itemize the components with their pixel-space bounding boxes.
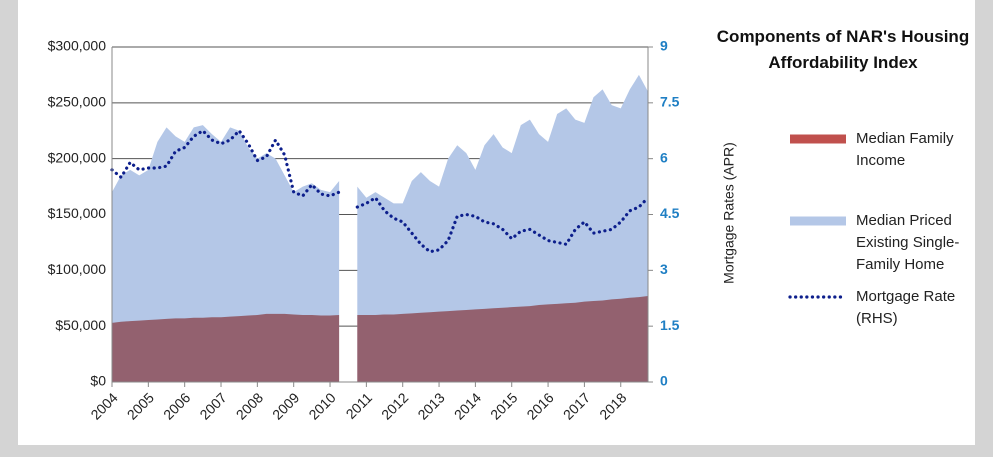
- y-tick-label: $50,000: [55, 317, 106, 333]
- x-tick-label: 2008: [233, 389, 266, 422]
- y-tick-label: $150,000: [48, 205, 107, 221]
- x-tick-label: 2007: [196, 389, 229, 422]
- line: [355, 195, 650, 254]
- legend-label: Median Family Income: [856, 130, 954, 169]
- x-tick-label: 2017: [560, 389, 593, 422]
- y-tick-label: $250,000: [48, 94, 107, 110]
- y-tick-label: $200,000: [48, 149, 107, 165]
- x-tick-label: 2014: [451, 389, 484, 422]
- y2-tick-label: 4.5: [660, 205, 680, 221]
- legend-entry: Median Family Income: [788, 128, 993, 172]
- y-tick-label: $100,000: [48, 261, 107, 277]
- y2-tick-label: 3: [660, 261, 668, 277]
- legend-entry: Median Priced Existing Single-Family Hom…: [788, 210, 993, 276]
- y2-axis-title: Mortgage Rates (APR): [721, 142, 737, 284]
- area: [357, 296, 648, 382]
- y2-tick-label: 6: [660, 149, 668, 165]
- x-tick-label: 2018: [596, 389, 629, 422]
- y-tick-label: $300,000: [48, 38, 107, 54]
- legend-label: Mortgage Rate (RHS): [856, 288, 956, 327]
- legend-swatch: [790, 134, 846, 144]
- legend-entry: Mortgage Rate (RHS): [788, 286, 993, 330]
- legend-label: Median Priced Existing Single-Family Hom…: [856, 212, 960, 273]
- y-tick-label: $0: [90, 373, 106, 389]
- area: [112, 313, 340, 382]
- x-tick-label: 2005: [124, 389, 157, 422]
- y2-tick-label: 9: [660, 38, 668, 54]
- x-tick-label: 2013: [414, 389, 447, 422]
- x-tick-label: 2015: [487, 389, 520, 422]
- x-tick-label: 2011: [343, 389, 376, 422]
- x-tick-label: 2004: [87, 389, 120, 422]
- line: [110, 128, 341, 198]
- x-tick-label: 2010: [305, 389, 338, 422]
- y2-tick-label: 0: [660, 373, 668, 389]
- legend-swatch: [790, 216, 846, 226]
- x-tick-label: 2006: [160, 389, 193, 422]
- x-tick-label: 2009: [269, 389, 302, 422]
- legend-swatch: [788, 295, 848, 299]
- x-tick-label: 2012: [378, 389, 411, 422]
- chart-title: Components of NAR's Housing Affordabilit…: [716, 27, 970, 72]
- panel: Mortgage Rates (APR) $0 $50,000 $100,000 $1…: [18, 0, 975, 445]
- chart: Mortgage Rates (APR) $0 $50,000 $100,000 $1…: [48, 38, 737, 423]
- y2-tick-label: 1.5: [660, 317, 680, 333]
- plot: [110, 74, 650, 383]
- x-tick-label: 2016: [523, 389, 556, 422]
- y2-tick-label: 7.5: [660, 94, 680, 110]
